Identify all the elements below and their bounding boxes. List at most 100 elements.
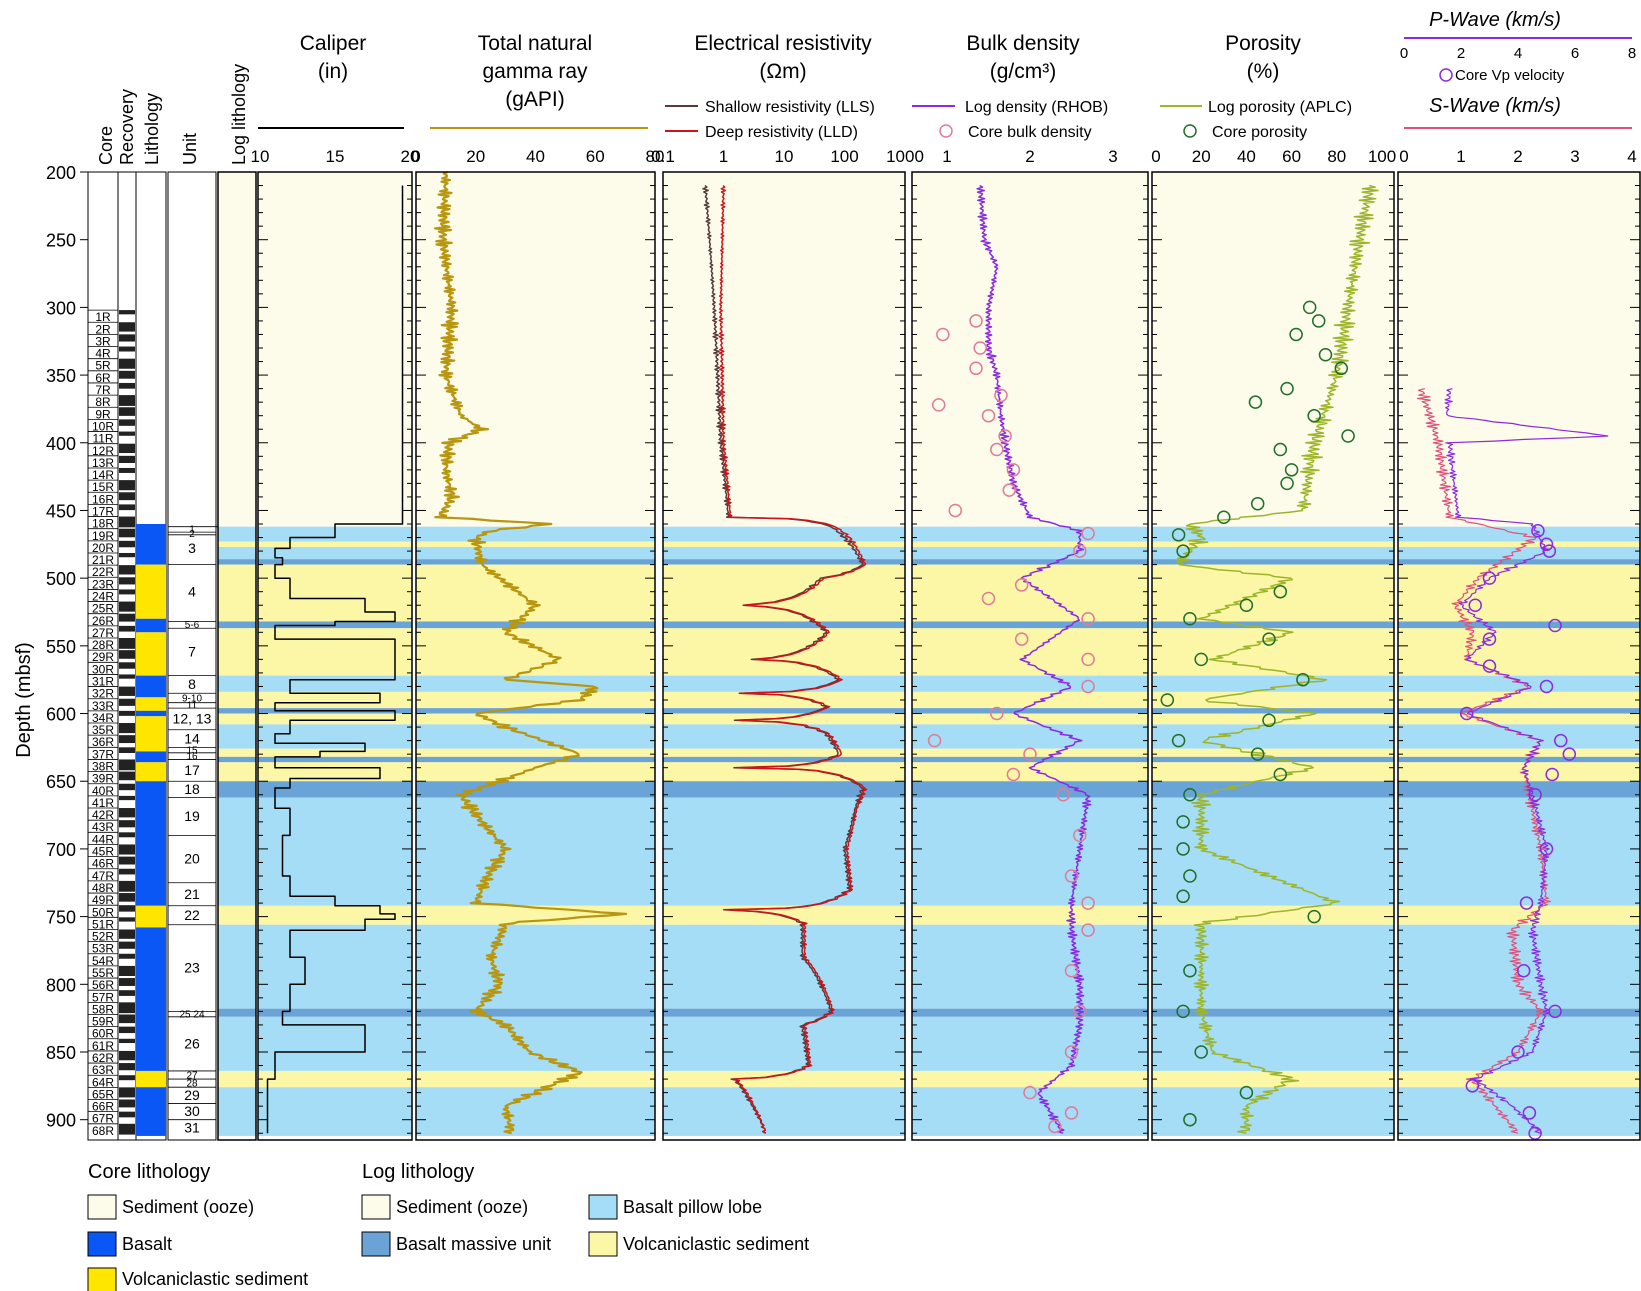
unit-label: 31 [184, 1119, 200, 1135]
core-porosity-point [1311, 314, 1326, 328]
log-band-volc [912, 1070, 1148, 1088]
x-tick-label: 10 [775, 147, 794, 166]
depth-tick-label: 400 [46, 434, 76, 454]
core-density-point [1048, 1119, 1062, 1134]
core-vp-point [1482, 659, 1497, 673]
depth-tick-label: 500 [46, 569, 76, 589]
core-density-point [1073, 544, 1087, 558]
core-label: 19R [92, 529, 114, 543]
log-band-pillow [1398, 1016, 1640, 1071]
core-label: 14R [92, 468, 114, 482]
recovery-block [119, 540, 135, 548]
log-band-pillow [912, 797, 1148, 906]
legend-lls: Shallow resistivity (LLS) [705, 99, 875, 116]
core-label: 3R [95, 334, 111, 348]
log-band-volc [663, 691, 905, 709]
x-tick-label: 0 [1151, 147, 1160, 166]
recovery-block [119, 346, 135, 352]
x-tick-label: 0 [1399, 147, 1408, 166]
core-label: 23R [92, 577, 114, 591]
recovery-block [119, 601, 135, 612]
log-band-pillow [663, 924, 905, 1009]
depth-tick-label: 350 [46, 366, 76, 386]
density-title: Bulk density [966, 32, 1080, 55]
recovery-block [119, 613, 135, 622]
unit-label: 14 [184, 730, 200, 746]
log-band-pillow [1398, 547, 1640, 560]
x-tick-label: 80 [1327, 147, 1346, 166]
panel-frame [415, 171, 656, 1141]
porosity-unit: (%) [1247, 60, 1280, 83]
core-density-point [990, 706, 1004, 721]
x-tick-label: 15 [326, 147, 345, 166]
log-band-massive [416, 781, 655, 798]
log-band-pillow [1152, 924, 1394, 1009]
recovery-block [119, 565, 135, 575]
recovery-block [119, 334, 135, 342]
core-vp-point [1539, 537, 1554, 552]
x-tick-label: 20 [401, 147, 420, 166]
depth-tick-label: 250 [46, 231, 76, 251]
core-density-point [1081, 896, 1095, 910]
panel-frame [662, 171, 906, 1141]
log-band-massive [1152, 621, 1394, 629]
log-band-volc [1152, 762, 1394, 782]
log-band-pillow [1152, 675, 1394, 692]
core-label: 63R [92, 1063, 114, 1077]
legend-rhob: Log density (RHOB) [965, 99, 1108, 116]
log-band-volc [912, 541, 1148, 548]
core-porosity-point [1217, 510, 1231, 524]
core-label: 32R [92, 687, 114, 701]
log-band-volc [218, 762, 256, 782]
depth-tick-label: 300 [46, 298, 76, 318]
axis-tick-labels: 2002503003504004505005506006507007508008… [46, 45, 1637, 1131]
log-band-pillow [258, 724, 412, 749]
core-density-point [927, 733, 942, 748]
legend-core-item-basalt: Basalt [122, 1234, 172, 1254]
core-porosity-point [1284, 463, 1299, 477]
depth-tick-label: 550 [46, 637, 76, 657]
log-band-pillow [912, 924, 1148, 1009]
core-label: 48R [92, 881, 114, 895]
recovery-block [119, 1038, 135, 1044]
log-band-pillow [1398, 797, 1640, 906]
log-band-massive [218, 781, 256, 798]
depth-tick-label: 450 [46, 501, 76, 521]
panel-frame [257, 171, 413, 1141]
core-vp-point [1545, 767, 1559, 782]
log-band-massive [258, 559, 412, 565]
x-tick-label: 1000 [886, 147, 924, 166]
log-band-pillow [258, 1087, 412, 1136]
core-label: 34R [92, 711, 114, 725]
x-tick-label: 4 [1514, 45, 1522, 62]
gamma-unit: (gAPI) [505, 88, 565, 111]
log-band-pillow [416, 924, 655, 1009]
core-label: 37R [92, 747, 114, 761]
legend-swatch [87, 1231, 117, 1257]
recovery-block [119, 783, 135, 791]
log-band-volc [416, 905, 655, 925]
log-curves [266, 170, 1609, 1140]
log-band-massive [416, 621, 655, 629]
recovery-block [119, 1050, 135, 1061]
legend-core-title: Core lithology [88, 1161, 210, 1183]
unit-label: 9-10 [182, 693, 202, 704]
core-lith-volc [136, 716, 166, 752]
legend-log-item-pillow: Basalt pillow lobe [623, 1197, 762, 1217]
recovery-block [119, 1099, 135, 1108]
core-vp-point [1528, 788, 1542, 802]
log-band-volc [1398, 713, 1640, 725]
log-band-massive [218, 756, 256, 763]
log-band-volc [1152, 905, 1394, 925]
resistivity-title: Electrical resistivity [694, 32, 872, 55]
x-tick-label: 80 [646, 147, 665, 166]
recovery-block [119, 686, 135, 696]
log-band-pillow [1152, 724, 1394, 749]
log-band-volc [218, 905, 256, 925]
ooze-band [1152, 172, 1394, 527]
log-band-massive [218, 1008, 256, 1017]
core-porosity-point [1171, 733, 1186, 748]
core-density-point [1081, 652, 1095, 667]
core-vp-point [1542, 544, 1557, 558]
log-band-massive [416, 1008, 655, 1017]
